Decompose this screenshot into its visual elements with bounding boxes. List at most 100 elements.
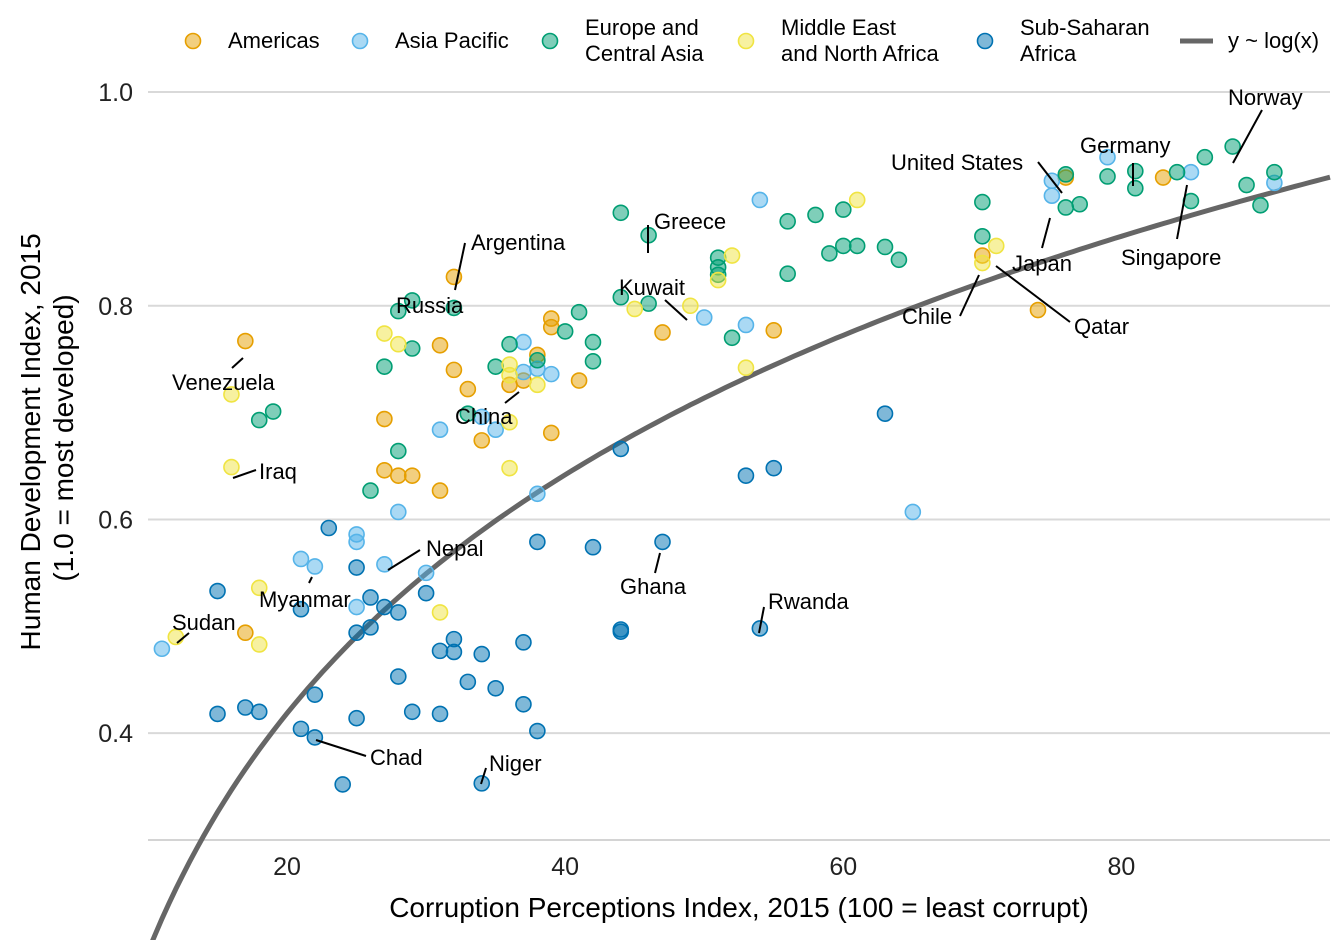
point-asia-pacific <box>390 503 407 521</box>
point-europe-and-central-asia <box>1266 163 1283 181</box>
legend-label-americas: Americas <box>228 28 320 53</box>
country-annotations: Norway Germany United States Singapore Japan… <box>172 85 1303 785</box>
point-americas <box>654 324 671 341</box>
point-middle-east-and-north-africa <box>501 413 518 431</box>
point-asia-pacific <box>529 485 546 503</box>
point-sub-saharan-africa <box>529 722 546 740</box>
point-sub-saharan-africa <box>515 696 532 713</box>
point-europe-and-central-asia <box>723 329 741 347</box>
point-asia-pacific <box>417 564 435 582</box>
point-middle-east-and-north-africa <box>682 297 699 315</box>
legend-key-europe-and-central-asia <box>541 32 559 50</box>
point-europe-and-central-asia <box>779 213 796 230</box>
point-europe-and-central-asia <box>584 353 602 370</box>
point-asia-pacific <box>292 550 310 568</box>
y-axis-title-line-2: (1.0 = most developed) <box>48 294 79 581</box>
y-axis-ticks: 0.4 0.6 0.8 1.0 <box>98 79 133 748</box>
data-points <box>153 138 1283 793</box>
annotation-line-rwanda <box>758 606 765 634</box>
x-axis-ticks: 20 40 60 80 <box>273 853 1135 881</box>
point-americas <box>237 624 254 642</box>
point-europe-and-central-asia <box>584 333 602 351</box>
point-asia-pacific <box>431 421 449 438</box>
annotation-line-argentina <box>454 242 466 291</box>
annotation-line-iraq <box>232 469 257 479</box>
point-europe-and-central-asia <box>403 340 421 357</box>
point-sub-saharan-africa <box>876 405 894 422</box>
point-sub-saharan-africa <box>529 533 546 551</box>
point-americas <box>376 462 393 479</box>
point-sub-saharan-africa <box>320 519 338 537</box>
annotation-line-venezuela <box>231 357 244 369</box>
legend-label-sub-saharan-africa: Sub-Saharan Africa <box>1020 15 1150 66</box>
legend-label-line: Africa <box>1020 41 1077 66</box>
point-europe-and-central-asia <box>459 405 477 422</box>
point-europe-and-central-asia <box>640 295 657 312</box>
point-europe-and-central-asia <box>570 303 588 321</box>
point-sub-saharan-africa <box>306 686 324 703</box>
annotation-niger: Niger <box>489 751 542 776</box>
legend-label-line: Europe and <box>585 15 699 40</box>
point-americas <box>473 432 491 449</box>
annotation-nepal: Nepal <box>426 536 483 561</box>
y-tick-label: 0.4 <box>98 720 133 748</box>
point-americas <box>765 322 783 339</box>
point-europe-and-central-asia <box>890 251 908 269</box>
point-sub-saharan-africa <box>612 440 630 458</box>
point-asia-pacific <box>348 533 365 551</box>
annotation-japan: Japan <box>1012 251 1072 276</box>
point-europe-and-central-asia <box>390 302 407 320</box>
annotation-norway: Norway <box>1228 85 1303 110</box>
point-sub-saharan-africa <box>612 623 630 640</box>
point-europe-and-central-asia <box>1057 199 1075 216</box>
point-europe-and-central-asia <box>487 358 504 375</box>
point-europe-and-central-asia <box>974 193 991 211</box>
point-europe-and-central-asia <box>376 358 393 375</box>
point-middle-east-and-north-africa <box>848 191 866 209</box>
point-europe-and-central-asia <box>821 245 838 262</box>
point-middle-east-and-north-africa <box>723 247 741 264</box>
y-axis-title-line-1: Human Development Index, 2015 <box>15 233 46 650</box>
point-middle-east-and-north-africa <box>223 458 240 476</box>
legend-key-middle-east-and-north-africa <box>737 32 755 50</box>
point-sub-saharan-africa <box>765 459 783 477</box>
point-asia-pacific <box>542 365 560 383</box>
legend-key-sub-saharan-africa <box>976 32 994 50</box>
x-tick-label: 40 <box>551 853 579 881</box>
point-europe-and-central-asia <box>1196 148 1214 166</box>
point-sub-saharan-africa <box>403 703 421 721</box>
annotation-line-singapore <box>1176 184 1188 240</box>
point-middle-east-and-north-africa <box>987 237 1005 255</box>
annotation-line-sudan <box>176 632 190 644</box>
point-asia-pacific <box>1182 163 1200 181</box>
legend-label-line: Asia Pacific <box>395 28 509 53</box>
point-sub-saharan-africa <box>737 467 755 484</box>
point-sub-saharan-africa <box>515 634 532 651</box>
point-middle-east-and-north-africa <box>974 254 991 272</box>
point-sub-saharan-africa <box>292 600 310 618</box>
annotation-iraq: Iraq <box>259 459 297 484</box>
point-sub-saharan-africa <box>237 699 254 716</box>
point-europe-and-central-asia <box>1071 195 1088 213</box>
annotation-line-chad <box>315 739 367 757</box>
point-asia-pacific <box>1043 187 1061 204</box>
legend-label-europe-and-central-asia: Europe and Central Asia <box>585 15 704 66</box>
point-sub-saharan-africa <box>348 559 365 576</box>
point-sub-saharan-africa <box>292 720 310 738</box>
annotation-line-myanmar <box>308 576 313 584</box>
point-americas <box>390 467 407 484</box>
point-europe-and-central-asia <box>612 204 630 222</box>
point-europe-and-central-asia <box>403 292 421 309</box>
point-middle-east-and-north-africa <box>626 300 644 318</box>
point-americas <box>459 380 477 398</box>
legend: Americas Asia Pacific Europe and Central As… <box>184 15 1319 66</box>
point-europe-and-central-asia <box>834 201 852 218</box>
legend-label-trend: y ~ log(x) <box>1228 28 1319 53</box>
trend-line-group <box>150 174 1331 940</box>
point-sub-saharan-africa <box>348 709 365 727</box>
point-europe-and-central-asia <box>807 206 824 224</box>
annotation-argentina: Argentina <box>471 230 566 255</box>
point-middle-east-and-north-africa <box>501 366 518 384</box>
point-europe-and-central-asia <box>1127 162 1144 180</box>
